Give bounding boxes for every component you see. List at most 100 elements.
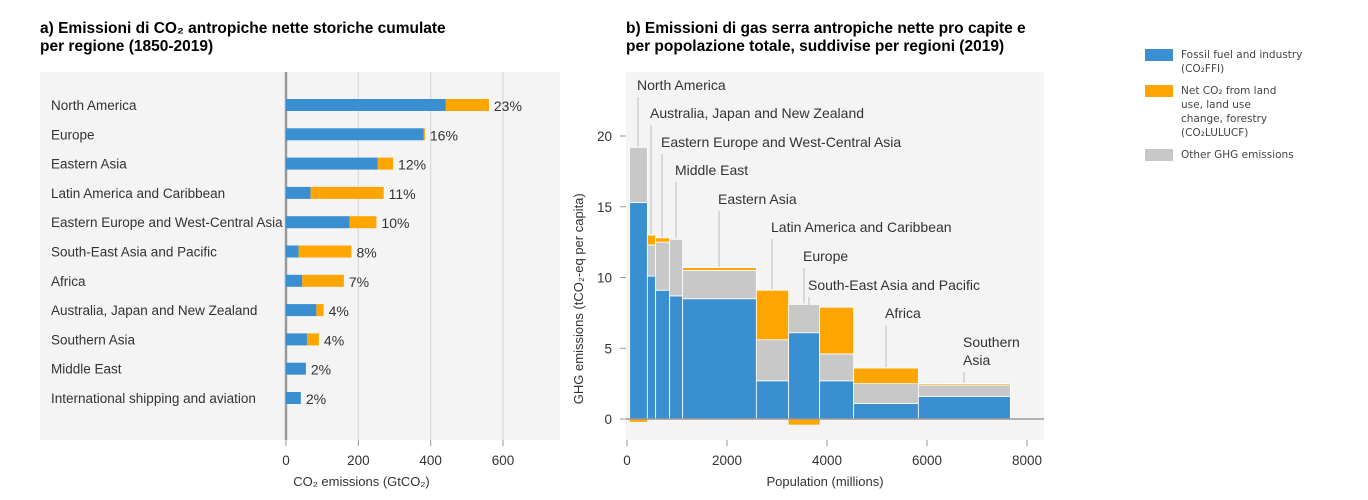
x-tick-label: 4000 xyxy=(812,453,842,468)
bar-lulucf xyxy=(377,157,394,170)
y-tick-label: 0 xyxy=(604,412,612,427)
bar-other-ghg xyxy=(646,244,657,277)
bar-ffi xyxy=(646,275,657,420)
region-label: Eastern Europe and West-Central Asia xyxy=(661,134,901,150)
bar-ffi xyxy=(286,128,424,141)
x-tick-label: 8000 xyxy=(1012,453,1042,468)
region-label: Africa xyxy=(885,305,921,321)
bar-ffi xyxy=(286,362,306,375)
y-axis-label: GHG emissions (tCO₂-eq per capita) xyxy=(571,193,586,404)
region-label: Middle East xyxy=(675,162,748,178)
region-bar-group xyxy=(646,234,657,420)
bar-other-ghg xyxy=(853,383,919,404)
region-label: North America xyxy=(637,77,726,93)
data-label: 7% xyxy=(349,274,369,290)
bar-ffi xyxy=(655,289,671,420)
chart-b-title-line: b) Emissioni di gas serra antropiche net… xyxy=(626,20,1026,37)
region-bar-group xyxy=(819,306,855,420)
bar-lulucf xyxy=(349,216,377,229)
data-label: 16% xyxy=(430,127,458,143)
region-label: Eastern Asia xyxy=(718,191,797,207)
category-label: Middle East xyxy=(51,362,122,377)
bar-lulucf xyxy=(423,128,425,141)
region-bar-group xyxy=(682,267,757,420)
bar-lulucf xyxy=(788,419,820,425)
region-label: Southern xyxy=(963,334,1020,350)
legend-text: Net CO₂ from land xyxy=(1181,85,1277,97)
bar-lulucf xyxy=(917,383,1011,386)
data-label: 2% xyxy=(311,362,331,378)
category-label: International shipping and aviation xyxy=(51,391,256,406)
x-tick-label: 200 xyxy=(347,453,370,468)
bar-ffi xyxy=(788,332,821,420)
bar-other-ghg xyxy=(917,384,1011,397)
category-label: South-East Asia and Pacific xyxy=(51,245,217,260)
x-tick-label: 400 xyxy=(419,453,442,468)
region-bar-group xyxy=(669,238,684,420)
bar-lulucf xyxy=(302,274,344,287)
category-label: Southern Asia xyxy=(51,332,136,347)
region-bar-group xyxy=(755,289,790,420)
category-label: Eastern Asia xyxy=(51,157,127,172)
data-label: 4% xyxy=(324,332,344,348)
category-label: Eastern Europe and West-Central Asia xyxy=(51,215,283,230)
y-tick-label: 20 xyxy=(597,129,612,144)
x-tick-label: 6000 xyxy=(912,453,942,468)
category-label: Australia, Japan and New Zealand xyxy=(51,303,257,318)
bar-lulucf xyxy=(310,186,384,199)
legend-text: Fossil fuel and industry xyxy=(1181,49,1303,61)
legend-text: Other GHG emissions xyxy=(1181,149,1294,161)
bar-ffi xyxy=(755,380,790,420)
x-axis-label: Population (millions) xyxy=(766,474,883,489)
region-label: Asia xyxy=(963,352,990,368)
legend-swatch-other xyxy=(1145,149,1173,161)
bar-ffi xyxy=(286,274,303,287)
bar-lulucf xyxy=(316,304,324,317)
data-label: 12% xyxy=(398,157,426,173)
region-bar-group xyxy=(655,237,671,420)
x-tick-label: 0 xyxy=(623,453,631,468)
category-label: North America xyxy=(51,98,137,113)
category-label: Latin America and Caribbean xyxy=(51,186,225,201)
data-label: 23% xyxy=(494,98,522,114)
y-tick-label: 15 xyxy=(597,200,612,215)
legend: Fossil fuel and industry (CO₂FFI) Net CO₂… xyxy=(1145,48,1321,170)
bar-ffi xyxy=(819,380,855,420)
data-label: 10% xyxy=(381,215,409,231)
bar-other-ghg xyxy=(819,353,855,382)
bar-ffi xyxy=(669,295,684,420)
legend-item-ffi: Fossil fuel and industry (CO₂FFI) xyxy=(1145,48,1321,76)
x-tick-label: 2000 xyxy=(712,453,742,468)
legend-text: (CO₂FFI) xyxy=(1181,63,1225,75)
region-label: Latin America and Caribbean xyxy=(771,219,952,235)
bar-other-ghg xyxy=(655,241,671,291)
bar-lulucf xyxy=(819,306,855,355)
bar-lulucf xyxy=(853,367,919,385)
bar-lulucf xyxy=(298,245,352,258)
legend-swatch-ffi xyxy=(1145,49,1173,61)
bar-ffi xyxy=(286,216,350,229)
data-label: 2% xyxy=(306,391,326,407)
bar-ffi xyxy=(286,392,301,404)
bar-lulucf xyxy=(306,333,319,346)
bar-ffi xyxy=(286,157,378,170)
bar-ffi xyxy=(286,333,307,346)
data-label: 4% xyxy=(329,303,349,319)
bar-lulucf xyxy=(629,419,648,422)
x-axis-label: CO₂ emissions (GtCO₂) xyxy=(293,474,430,489)
bar-lulucf xyxy=(755,289,790,341)
legend-text: use, land use xyxy=(1181,99,1251,111)
bar-lulucf xyxy=(682,267,757,271)
chart-a-title: a) Emissioni di CO₂ antropiche nette sto… xyxy=(40,20,446,56)
category-label: Africa xyxy=(51,274,86,289)
category-label: Europe xyxy=(51,127,95,142)
bar-ffi xyxy=(286,304,317,317)
bar-other-ghg xyxy=(788,303,821,334)
bar-ffi xyxy=(917,395,1011,420)
bar-other-ghg xyxy=(682,270,757,300)
bar-lulucf xyxy=(445,99,489,111)
chart-a-title-line: a) Emissioni di CO₂ antropiche nette sto… xyxy=(40,20,446,37)
legend-swatch-lulucf xyxy=(1145,85,1173,97)
region-label: Europe xyxy=(803,248,848,264)
bar-ffi xyxy=(286,99,446,111)
